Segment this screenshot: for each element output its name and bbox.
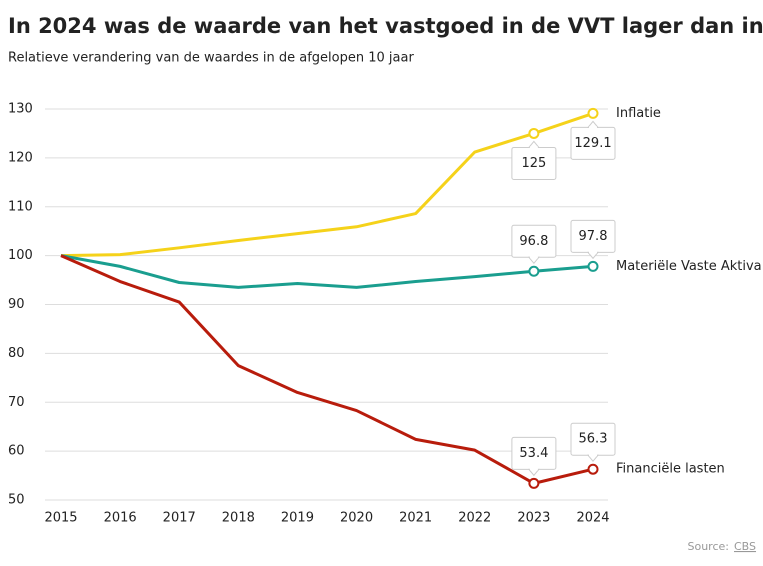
source-label: Source: xyxy=(688,540,730,553)
series-line xyxy=(60,111,594,258)
point-marker xyxy=(587,260,599,272)
chart-title: In 2024 was de waarde van het vastgoed i… xyxy=(8,14,763,38)
x-tick-label: 2023 xyxy=(517,511,550,526)
legend-label: Financiële lasten xyxy=(616,462,725,477)
data-label: 96.8 xyxy=(519,234,548,249)
point-marker xyxy=(528,127,540,139)
data-label: 56.3 xyxy=(579,432,608,447)
point-marker xyxy=(587,463,599,475)
series-line xyxy=(60,254,594,289)
source-link[interactable]: CBS xyxy=(734,540,756,553)
y-tick-label: 120 xyxy=(8,150,33,165)
y-tick-label: 130 xyxy=(8,102,33,117)
point-marker xyxy=(528,477,540,489)
x-tick-label: 2020 xyxy=(340,511,373,526)
data-label: 53.4 xyxy=(519,446,548,461)
y-tick-label: 70 xyxy=(8,395,25,410)
x-tick-label: 2015 xyxy=(44,511,77,526)
y-tick-label: 60 xyxy=(8,444,25,459)
x-tick-label: 2017 xyxy=(163,511,196,526)
legend-label: Materiële Vaste Aktiva xyxy=(616,259,762,274)
data-label: 129.1 xyxy=(574,136,611,151)
point-marker xyxy=(587,107,599,119)
data-label: 97.8 xyxy=(579,229,608,244)
y-tick-label: 100 xyxy=(8,248,33,263)
y-tick-label: 90 xyxy=(8,297,25,312)
point-marker xyxy=(528,265,540,277)
x-tick-label: 2019 xyxy=(281,511,314,526)
x-tick-label: 2024 xyxy=(576,511,609,526)
y-tick-label: 50 xyxy=(8,493,25,508)
data-label: 125 xyxy=(521,156,546,171)
legend-label: Inflatie xyxy=(616,106,661,121)
x-tick-label: 2022 xyxy=(458,511,491,526)
x-tick-label: 2021 xyxy=(399,511,432,526)
x-tick-label: 2018 xyxy=(222,511,255,526)
y-tick-label: 80 xyxy=(8,346,25,361)
series-line xyxy=(60,254,594,485)
y-tick-label: 110 xyxy=(8,199,33,214)
chart-subtitle: Relatieve verandering van de waardes in … xyxy=(8,51,414,66)
x-tick-label: 2016 xyxy=(104,511,137,526)
